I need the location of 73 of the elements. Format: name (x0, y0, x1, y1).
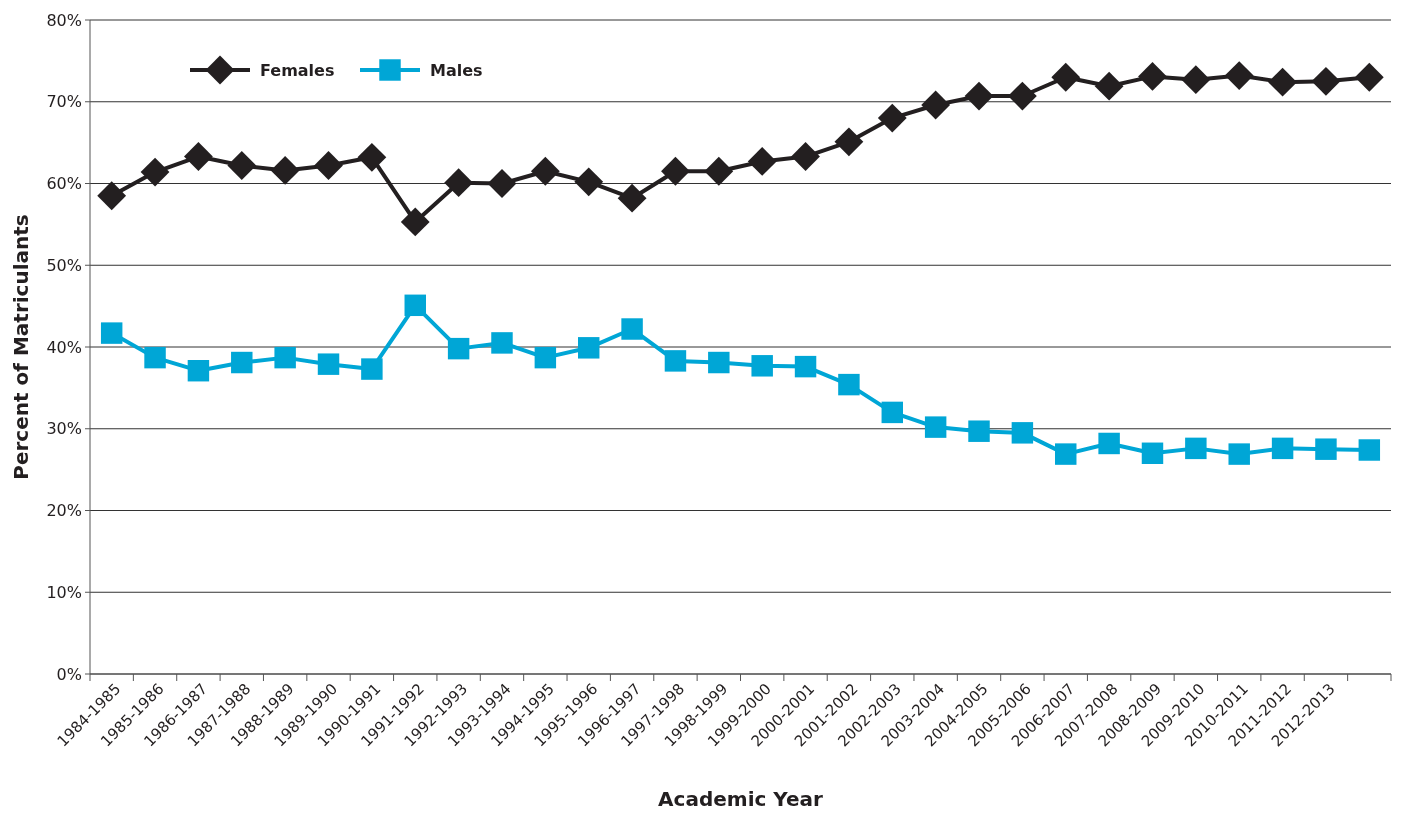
point (487, 169, 517, 198)
legend-label: Males (430, 60, 483, 80)
y-tick-label: 40% (46, 337, 82, 357)
point (838, 373, 860, 396)
y-tick-label: 30% (46, 419, 82, 439)
point (447, 337, 470, 360)
point (661, 156, 690, 186)
point (97, 181, 127, 211)
y-tick-label: 70% (46, 92, 82, 112)
point (704, 156, 734, 186)
point (1051, 62, 1081, 92)
point (1055, 443, 1077, 465)
point (1138, 62, 1167, 91)
y-tick-label: 10% (46, 582, 82, 602)
y-axis-title: Percent of Matriculants (9, 214, 33, 480)
point (1007, 81, 1037, 111)
point (708, 351, 730, 374)
y-tick-label: 60% (46, 174, 82, 194)
point (1358, 439, 1381, 461)
x-axis-title: Academic Year (658, 787, 824, 811)
point (361, 358, 383, 380)
point (1224, 61, 1254, 90)
point (400, 207, 430, 237)
point (270, 156, 300, 185)
point (1271, 437, 1294, 460)
point (534, 346, 557, 369)
point (184, 142, 213, 171)
point (834, 127, 864, 157)
point (968, 420, 990, 442)
point (144, 346, 166, 369)
point (1268, 67, 1297, 97)
point (274, 346, 296, 369)
point (357, 142, 387, 172)
point (1098, 432, 1120, 455)
y-tick-label: 20% (46, 501, 82, 521)
point (491, 332, 513, 354)
point (1141, 442, 1164, 465)
point (187, 359, 210, 382)
point (1094, 71, 1124, 101)
point (964, 81, 994, 111)
point (794, 355, 817, 378)
point (621, 318, 643, 340)
point (924, 416, 947, 438)
point (140, 157, 170, 187)
point (577, 337, 600, 359)
point (100, 322, 123, 344)
point (751, 355, 773, 377)
point (747, 147, 777, 176)
y-tick-label: 80% (46, 10, 82, 30)
legend-label: Females (260, 60, 335, 80)
point (574, 167, 604, 197)
point (1354, 62, 1384, 92)
point (444, 168, 474, 198)
point (530, 156, 560, 186)
point (881, 401, 904, 424)
point (1181, 65, 1211, 95)
point (317, 353, 340, 375)
point (617, 183, 647, 213)
point (791, 142, 820, 171)
y-tick-label: 50% (46, 255, 82, 275)
point (877, 103, 907, 133)
point (1311, 66, 1341, 96)
point (231, 351, 253, 374)
point (227, 151, 257, 180)
point (1011, 422, 1034, 444)
point (404, 294, 426, 317)
point (1315, 438, 1337, 460)
point (1228, 443, 1250, 465)
point (314, 151, 343, 180)
y-tick-label: 0% (56, 664, 82, 684)
point (1185, 437, 1207, 460)
point (664, 350, 687, 372)
point (921, 90, 951, 120)
